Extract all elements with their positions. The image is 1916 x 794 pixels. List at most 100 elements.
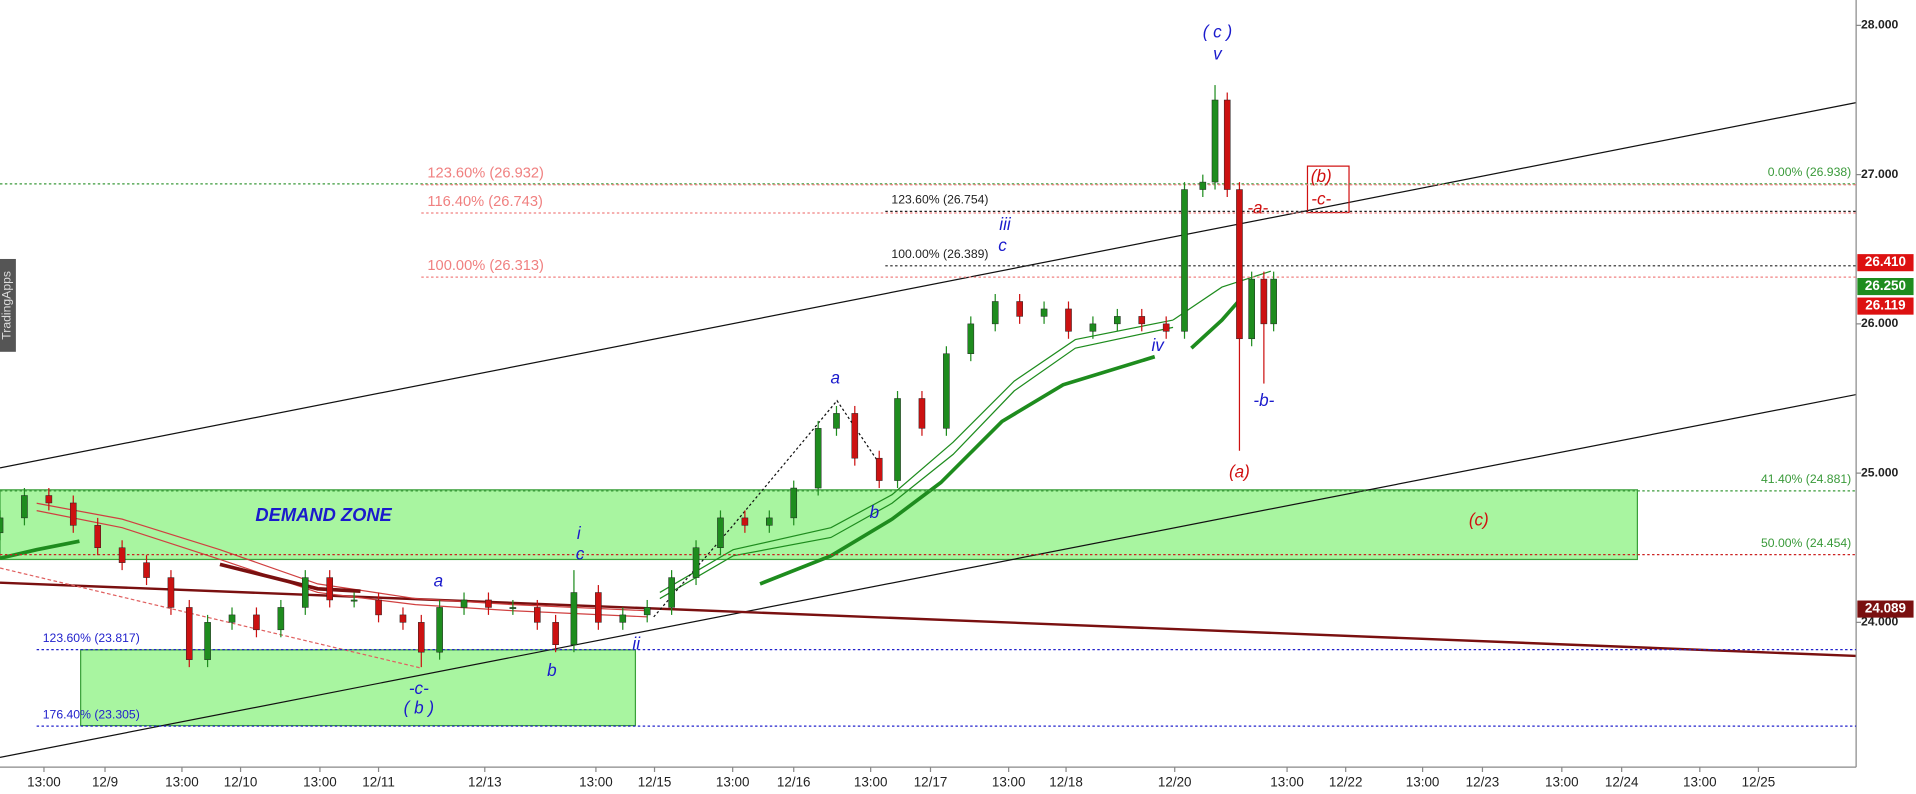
- moving-average: [659, 319, 1174, 593]
- candle-body: [814, 428, 822, 489]
- candle-body: [790, 487, 798, 519]
- x-tick-label: 12/17: [914, 775, 948, 790]
- x-tick-label: 13:00: [579, 775, 613, 790]
- candle-body: [301, 577, 309, 608]
- moving-average: [759, 354, 1156, 586]
- candle-body: [94, 525, 101, 548]
- candle-body: [69, 502, 77, 526]
- wave-label: b: [870, 503, 880, 522]
- wave-label: ii: [632, 634, 641, 653]
- wave-label: -a-: [1247, 198, 1268, 217]
- candle-body: [943, 353, 950, 429]
- x-tick-label: 12/10: [224, 775, 258, 790]
- x-tick-label: 13:00: [854, 775, 888, 790]
- candle-body: [143, 562, 150, 578]
- candle-body: [204, 622, 211, 660]
- x-tick-label: 12/24: [1605, 775, 1639, 790]
- level-label: 123.60% (23.817): [43, 631, 140, 645]
- x-tick-label: 12/22: [1329, 775, 1363, 790]
- candle-body: [167, 577, 175, 608]
- candle-body: [991, 301, 999, 325]
- level-label: 176.40% (23.305): [43, 707, 140, 721]
- wave-label: c: [998, 236, 1007, 255]
- demand-zone: [0, 489, 1639, 561]
- moving-average: [0, 539, 80, 561]
- trend-line: [0, 393, 1857, 758]
- wave-label: DEMAND ZONE: [255, 504, 392, 525]
- wave-label: -b-: [1253, 391, 1274, 410]
- candle-body: [619, 614, 627, 623]
- level-label: 123.60% (26.932): [427, 166, 544, 182]
- y-tick-label: 28.000: [1861, 18, 1899, 32]
- x-tick-label: 12/18: [1049, 775, 1083, 790]
- level-label: 123.60% (26.754): [891, 193, 988, 207]
- wave-label: b: [547, 661, 557, 680]
- wave-label: (c): [1469, 510, 1489, 529]
- candle-body: [0, 517, 4, 534]
- candle-body: [460, 599, 468, 608]
- candle-body: [1089, 323, 1097, 332]
- trend-line: [0, 102, 1857, 469]
- price-label-box: [1857, 600, 1914, 618]
- candle-body: [851, 413, 859, 459]
- watermark-box: [0, 258, 16, 352]
- drawings: [0, 0, 1857, 768]
- wave-label: a: [434, 572, 444, 591]
- candle-body: [833, 413, 840, 429]
- wave-label: a: [830, 369, 840, 388]
- x-tick-label: 13:00: [1270, 775, 1304, 790]
- x-tick-label: 13:00: [27, 775, 61, 790]
- y-tick-label: 25.000: [1861, 465, 1899, 479]
- x-tick-label: 12/16: [777, 775, 811, 790]
- wave-label: i: [577, 524, 582, 543]
- candle-body: [350, 599, 358, 602]
- x-tick-label: 13:00: [1545, 775, 1579, 790]
- x-tick-label: 12/23: [1466, 775, 1500, 790]
- x-tick-label: 13:00: [716, 775, 750, 790]
- x-tick-label: 13:00: [303, 775, 337, 790]
- candle-body: [1260, 278, 1268, 325]
- candle-body: [1223, 99, 1231, 190]
- candle-body: [1016, 301, 1023, 317]
- candle-body: [692, 547, 700, 578]
- candle-body: [570, 592, 578, 645]
- candle-body: [375, 599, 382, 616]
- candle-body: [118, 547, 126, 563]
- moving-average: [219, 562, 361, 594]
- candle-body: [417, 622, 425, 653]
- x-tick-label: 13:00: [1406, 775, 1440, 790]
- candle-body: [1162, 323, 1170, 332]
- x-tick-label: 13:00: [165, 775, 199, 790]
- candle-body: [253, 614, 260, 631]
- candle-body: [595, 592, 602, 623]
- wave-label: iv: [1151, 336, 1165, 355]
- candle-body: [1199, 181, 1207, 190]
- level-label: 0.00% (26.938): [1768, 165, 1851, 179]
- candle-body: [643, 607, 651, 616]
- level-label: 100.00% (26.313): [427, 258, 544, 274]
- candle-body: [1114, 316, 1121, 325]
- candle-body: [45, 495, 53, 504]
- wave-label: iii: [999, 215, 1012, 234]
- x-tick-label: 12/13: [468, 775, 502, 790]
- wave-label: (a): [1229, 463, 1250, 482]
- wave-label: ( b ): [404, 698, 434, 717]
- level-label: 100.00% (26.389): [891, 247, 988, 261]
- price-label: 26.250: [1865, 278, 1906, 293]
- candle-body: [485, 599, 492, 608]
- candle-body: [436, 607, 443, 653]
- candle-body: [228, 614, 236, 623]
- moving-average: [659, 326, 1174, 600]
- trend-line: [0, 581, 1857, 658]
- wave-label: v: [1213, 45, 1223, 64]
- x-tick-label: 12/9: [92, 775, 118, 790]
- level-label: 41.40% (24.881): [1761, 472, 1851, 486]
- candle-body: [509, 607, 517, 609]
- wave-label: ( c ): [1203, 22, 1232, 41]
- candle-body: [967, 323, 975, 354]
- candle-body: [1181, 189, 1188, 332]
- price-label-box: [1857, 297, 1914, 315]
- candle-body: [326, 577, 334, 601]
- x-tick-label: 13:00: [992, 775, 1026, 790]
